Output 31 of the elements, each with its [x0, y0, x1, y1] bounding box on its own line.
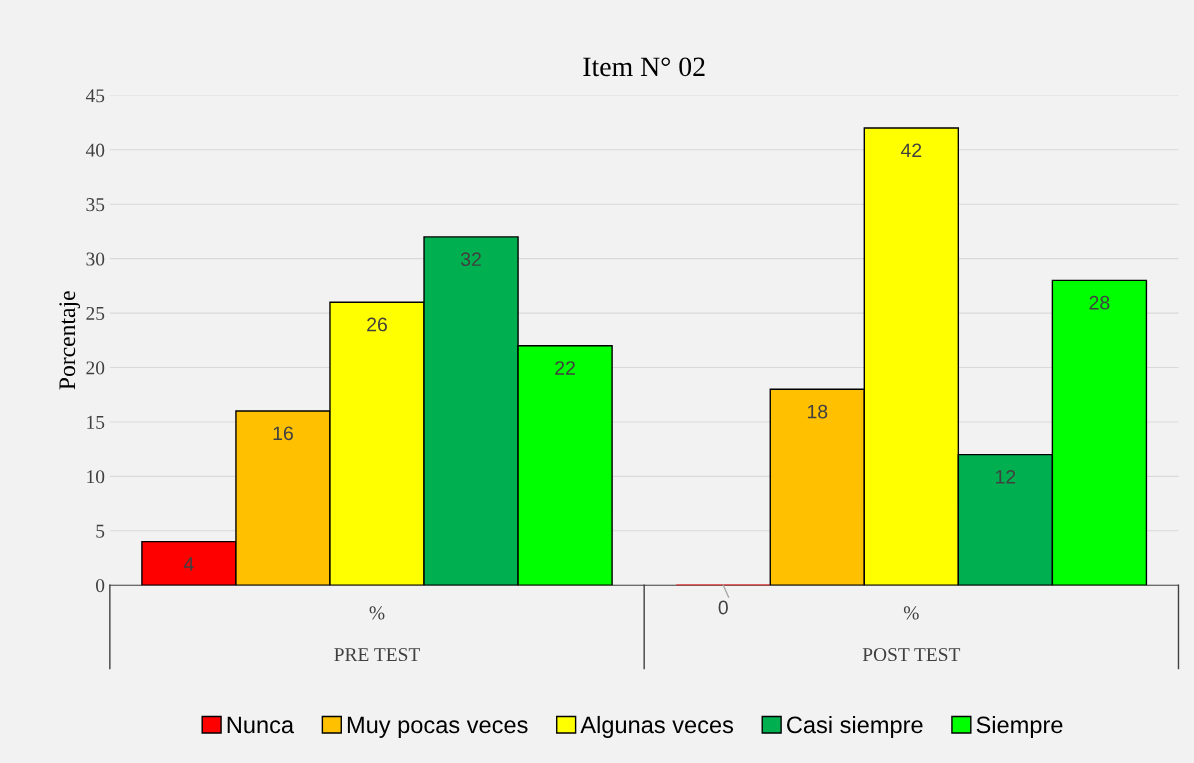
data-label: 16: [273, 426, 293, 441]
data-label: 12: [996, 469, 1016, 484]
data-label: 22: [555, 361, 575, 375]
y-tick-label: 5: [96, 524, 105, 538]
y-tick-label: 35: [86, 198, 105, 212]
data-label: 0: [718, 600, 728, 615]
y-tick-label: 45: [85, 89, 105, 103]
y-tick-label: 10: [87, 470, 105, 484]
data-label: 42: [900, 143, 922, 158]
y-tick-label: 15: [87, 415, 105, 429]
data-label: 18: [807, 404, 828, 419]
y-tick-label: 20: [86, 361, 105, 375]
y-tick-label: 40: [85, 143, 105, 157]
legend-label: Casi siempre: [787, 715, 923, 738]
y-tick-label: 25: [86, 306, 105, 321]
legend-label: Algunas veces: [580, 715, 734, 738]
data-label: 26: [367, 317, 387, 332]
legend-label: Muy pocas veces: [347, 716, 528, 738]
data-label: 4: [183, 557, 194, 571]
chart-title: Item N° 02: [583, 57, 705, 77]
x-tick-label: %: [369, 606, 385, 620]
legend-label: Nunca: [227, 716, 295, 734]
x-tick-label: %: [903, 606, 919, 620]
text: POST TEST: [862, 648, 961, 662]
y-axis-title: Porcentaje: [59, 291, 80, 390]
y-tick-label: 30: [86, 252, 105, 266]
text: PRE TEST: [334, 648, 420, 662]
data-label: 28: [1089, 295, 1110, 310]
data-label: 32: [460, 252, 481, 267]
legend-label: Siempre: [976, 715, 1063, 738]
y-tick-label: 0: [96, 579, 105, 593]
